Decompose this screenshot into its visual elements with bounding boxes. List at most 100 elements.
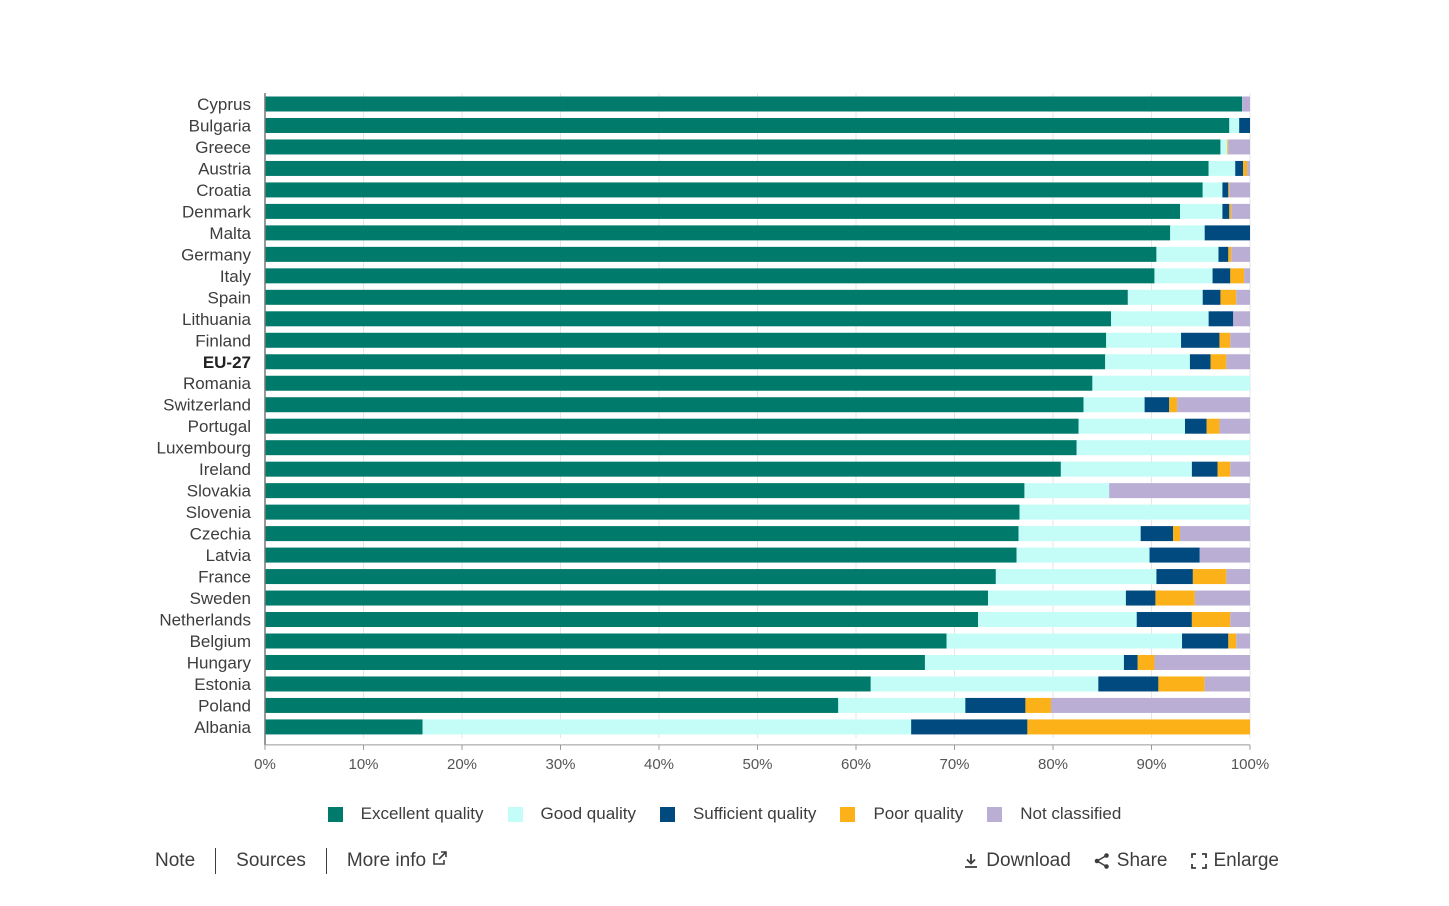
bar-segment[interactable]	[1226, 354, 1250, 370]
bar-segment[interactable]	[1182, 633, 1229, 649]
bar-segment[interactable]	[1202, 289, 1221, 305]
legend-item[interactable]: Sufficient quality	[659, 804, 816, 824]
bar-segment[interactable]	[1144, 397, 1170, 413]
bar-segment[interactable]	[1092, 375, 1250, 391]
bar-segment[interactable]	[1228, 633, 1237, 649]
bar-segment[interactable]	[1192, 569, 1227, 585]
bar-segment[interactable]	[265, 461, 1061, 477]
bar-segment[interactable]	[265, 182, 1203, 198]
bar-segment[interactable]	[265, 160, 1209, 176]
bar-segment[interactable]	[265, 569, 996, 585]
bar-segment[interactable]	[1019, 504, 1250, 520]
bar-segment[interactable]	[265, 590, 988, 606]
bar-segment[interactable]	[265, 375, 1093, 391]
bar-segment[interactable]	[1247, 160, 1250, 176]
bar-segment[interactable]	[1156, 569, 1193, 585]
bar-segment[interactable]	[1136, 612, 1192, 628]
bar-segment[interactable]	[1222, 182, 1229, 198]
bar-segment[interactable]	[1219, 332, 1231, 348]
bar-segment[interactable]	[1016, 547, 1150, 563]
bar-segment[interactable]	[1191, 612, 1231, 628]
bar-segment[interactable]	[265, 483, 1025, 499]
bar-segment[interactable]	[870, 676, 1099, 692]
bar-segment[interactable]	[265, 225, 1171, 241]
bar-segment[interactable]	[1156, 246, 1219, 262]
bar-segment[interactable]	[1212, 268, 1231, 284]
bar-segment[interactable]	[946, 633, 1183, 649]
bar-segment[interactable]	[1202, 182, 1223, 198]
bar-segment[interactable]	[1106, 332, 1182, 348]
bar-segment[interactable]	[1180, 203, 1223, 219]
bar-segment[interactable]	[1231, 203, 1250, 219]
bar-segment[interactable]	[1155, 590, 1195, 606]
bar-segment[interactable]	[995, 569, 1157, 585]
bar-segment[interactable]	[1236, 289, 1250, 305]
bar-segment[interactable]	[265, 203, 1181, 219]
bar-segment[interactable]	[1060, 461, 1192, 477]
bar-segment[interactable]	[1125, 590, 1156, 606]
bar-segment[interactable]	[1191, 461, 1218, 477]
bar-segment[interactable]	[987, 590, 1126, 606]
bar-segment[interactable]	[265, 526, 1019, 542]
bar-segment[interactable]	[1230, 268, 1245, 284]
bar-segment[interactable]	[1220, 289, 1237, 305]
bar-segment[interactable]	[1184, 418, 1207, 434]
bar-segment[interactable]	[422, 719, 912, 735]
bar-segment[interactable]	[1149, 547, 1200, 563]
bar-segment[interactable]	[1230, 461, 1250, 477]
bar-segment[interactable]	[265, 633, 947, 649]
bar-segment[interactable]	[1051, 697, 1250, 713]
bar-segment[interactable]	[1173, 526, 1181, 542]
bar-segment[interactable]	[1239, 117, 1250, 133]
bar-segment[interactable]	[1218, 246, 1229, 262]
bar-segment[interactable]	[1217, 461, 1231, 477]
bar-segment[interactable]	[924, 654, 1124, 670]
bar-segment[interactable]	[1111, 311, 1209, 327]
bar-segment[interactable]	[1229, 182, 1250, 198]
bar-segment[interactable]	[265, 96, 1243, 112]
bar-segment[interactable]	[265, 654, 925, 670]
bar-segment[interactable]	[1233, 311, 1250, 327]
bar-segment[interactable]	[1222, 203, 1230, 219]
bar-segment[interactable]	[1235, 160, 1244, 176]
bar-segment[interactable]	[1177, 397, 1250, 413]
bar-segment[interactable]	[1105, 354, 1190, 370]
bar-segment[interactable]	[1228, 139, 1250, 155]
bar-segment[interactable]	[1236, 633, 1250, 649]
bar-segment[interactable]	[838, 697, 966, 713]
bar-segment[interactable]	[1154, 654, 1250, 670]
bar-segment[interactable]	[1227, 139, 1229, 155]
bar-segment[interactable]	[1109, 483, 1250, 499]
bar-segment[interactable]	[1231, 246, 1250, 262]
sources-link[interactable]: Sources	[236, 850, 306, 871]
bar-segment[interactable]	[1078, 418, 1185, 434]
bar-segment[interactable]	[1181, 332, 1220, 348]
enlarge-button[interactable]: Enlarge	[1190, 850, 1279, 872]
bar-segment[interactable]	[1208, 160, 1236, 176]
bar-segment[interactable]	[1024, 483, 1110, 499]
bar-segment[interactable]	[1226, 569, 1250, 585]
bar-segment[interactable]	[1180, 526, 1250, 542]
legend-item[interactable]: Excellent quality	[327, 804, 484, 824]
bar-segment[interactable]	[1140, 526, 1174, 542]
bar-segment[interactable]	[1170, 225, 1205, 241]
bar-segment[interactable]	[1228, 182, 1230, 198]
bar-segment[interactable]	[1228, 246, 1232, 262]
bar-segment[interactable]	[1137, 654, 1155, 670]
bar-segment[interactable]	[265, 676, 871, 692]
bar-segment[interactable]	[1206, 418, 1220, 434]
share-button[interactable]: Share	[1093, 850, 1168, 872]
bar-segment[interactable]	[911, 719, 1028, 735]
bar-segment[interactable]	[1204, 676, 1250, 692]
bar-segment[interactable]	[1199, 547, 1250, 563]
download-button[interactable]: Download	[962, 850, 1071, 872]
bar-segment[interactable]	[265, 719, 423, 735]
bar-segment[interactable]	[265, 397, 1084, 413]
bar-segment[interactable]	[265, 418, 1079, 434]
bar-segment[interactable]	[265, 289, 1128, 305]
legend-item[interactable]: Not classified	[987, 804, 1121, 824]
bar-segment[interactable]	[1229, 117, 1240, 133]
bar-segment[interactable]	[1158, 676, 1205, 692]
bar-segment[interactable]	[1229, 203, 1232, 219]
bar-segment[interactable]	[265, 139, 1221, 155]
